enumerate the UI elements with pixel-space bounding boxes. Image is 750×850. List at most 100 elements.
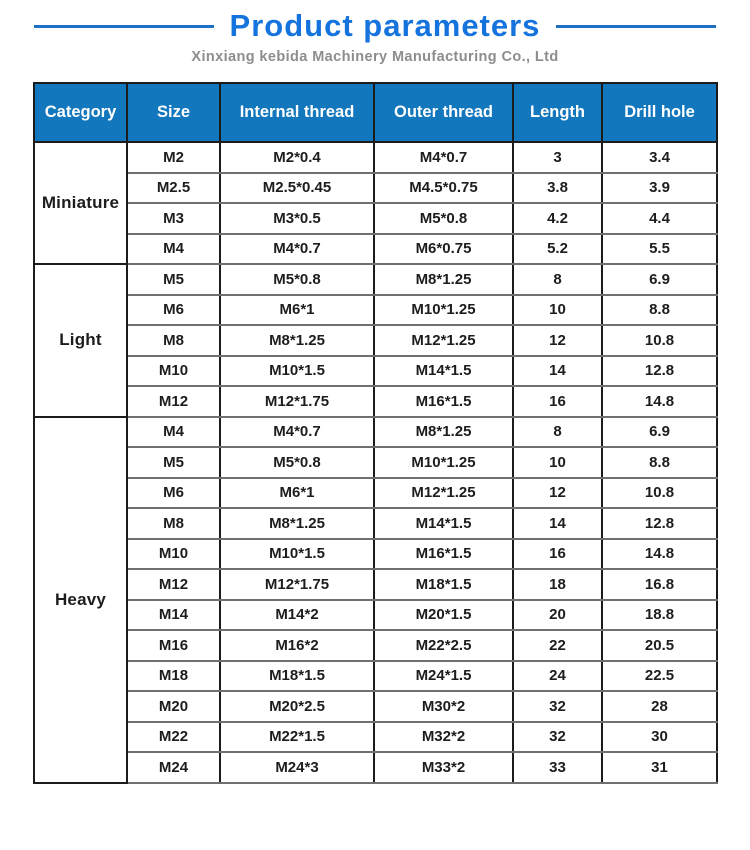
cell-internal-thread: M18*1.5	[219, 659, 375, 692]
cell-outer-thread: M30*2	[373, 690, 514, 723]
table-row-heavy-m12: M12 M12*1.75 M18*1.5 18 16.8	[34, 568, 718, 601]
cell-internal-thread: M12*1.75	[219, 385, 375, 418]
category-cell-miniature: Miniature	[33, 141, 128, 265]
cell-drill-hole: 3.4	[601, 141, 718, 174]
cell-length: 14	[512, 354, 603, 387]
cell-size: M6	[126, 476, 221, 509]
cell-outer-thread: M24*1.5	[373, 659, 514, 692]
table-row-heavy-m22: M22 M22*1.5 M32*2 32 30	[34, 720, 718, 753]
cell-size: M2	[126, 141, 221, 174]
table-row-miniature-m4: M4 M4*0.7 M6*0.75 5.2 5.5	[34, 232, 718, 265]
cell-drill-hole: 8.8	[601, 446, 718, 479]
table-row-heavy-m6: M6 M6*1 M12*1.25 12 10.8	[34, 476, 718, 509]
table-row-light-m8: M8 M8*1.25 M12*1.25 12 10.8	[34, 324, 718, 357]
cell-drill-hole: 30	[601, 720, 718, 753]
cell-internal-thread: M3*0.5	[219, 202, 375, 235]
table-row-heavy-m4: Heavy M4 M4*0.7 M8*1.25 8 6.9	[33, 415, 718, 784]
cell-outer-thread: M8*1.25	[373, 415, 514, 448]
cell-length: 3.8	[512, 171, 603, 204]
table-row-heavy-m24: M24 M24*3 M33*2 33 31	[34, 751, 718, 784]
cell-outer-thread: M18*1.5	[373, 568, 514, 601]
cell-internal-thread: M6*1	[219, 476, 375, 509]
column-header-outer-thread: Outer thread	[373, 82, 514, 143]
column-header-size: Size	[126, 82, 221, 143]
cell-length: 33	[512, 751, 603, 784]
cell-drill-hole: 14.8	[601, 385, 718, 418]
cell-size: M4	[126, 415, 221, 448]
cell-outer-thread: M20*1.5	[373, 598, 514, 631]
column-header-drill-hole: Drill hole	[601, 82, 718, 143]
cell-outer-thread: M12*1.25	[373, 324, 514, 357]
cell-internal-thread: M20*2.5	[219, 690, 375, 723]
cell-drill-hole: 20.5	[601, 629, 718, 662]
cell-drill-hole: 3.9	[601, 171, 718, 204]
cell-size: M24	[126, 751, 221, 784]
cell-length: 20	[512, 598, 603, 631]
cell-length: 16	[512, 385, 603, 418]
cell-length: 8	[512, 263, 603, 296]
cell-length: 10	[512, 293, 603, 326]
cell-internal-thread: M5*0.8	[219, 446, 375, 479]
column-header-category: Category	[33, 82, 128, 143]
cell-outer-thread: M5*0.8	[373, 202, 514, 235]
cell-size: M8	[126, 507, 221, 540]
table-row-miniature-m2-5: M2.5 M2.5*0.45 M4.5*0.75 3.8 3.9	[34, 171, 718, 204]
table-row-heavy-m14: M14 M14*2 M20*1.5 20 18.8	[34, 598, 718, 631]
cell-internal-thread: M14*2	[219, 598, 375, 631]
cell-drill-hole: 8.8	[601, 293, 718, 326]
cell-drill-hole: 6.9	[601, 415, 718, 448]
product-parameters-table: Category Size Internal thread Outer thread L…	[33, 82, 718, 784]
cell-length: 24	[512, 659, 603, 692]
cell-size: M2.5	[126, 171, 221, 204]
cell-size: M14	[126, 598, 221, 631]
table-row-light-m5: Light M5 M5*0.8 M8*1.25 8 6.9	[33, 263, 718, 418]
cell-size: M10	[126, 354, 221, 387]
cell-drill-hole: 5.5	[601, 232, 718, 265]
cell-internal-thread: M24*3	[219, 751, 375, 784]
cell-outer-thread: M22*2.5	[373, 629, 514, 662]
cell-size: M6	[126, 293, 221, 326]
table-row-heavy-m8: M8 M8*1.25 M14*1.5 14 12.8	[34, 507, 718, 540]
cell-internal-thread: M6*1	[219, 293, 375, 326]
cell-internal-thread: M2.5*0.45	[219, 171, 375, 204]
column-header-length: Length	[512, 82, 603, 143]
cell-drill-hole: 12.8	[601, 507, 718, 540]
cell-drill-hole: 10.8	[601, 476, 718, 509]
cell-length: 8	[512, 415, 603, 448]
cell-internal-thread: M22*1.5	[219, 720, 375, 753]
cell-outer-thread: M33*2	[373, 751, 514, 784]
cell-length: 16	[512, 537, 603, 570]
table-row-heavy-m18: M18 M18*1.5 M24*1.5 24 22.5	[34, 659, 718, 692]
cell-length: 5.2	[512, 232, 603, 265]
table-row-miniature-m2: Miniature M2 M2*0.4 M4*0.7 3 3.4	[33, 141, 718, 265]
cell-outer-thread: M14*1.5	[373, 507, 514, 540]
table-row-light-m10: M10 M10*1.5 M14*1.5 14 12.8	[34, 354, 718, 387]
cell-size: M18	[126, 659, 221, 692]
table-row-heavy-m16: M16 M16*2 M22*2.5 22 20.5	[34, 629, 718, 662]
cell-internal-thread: M8*1.25	[219, 324, 375, 357]
table-header-row: Category Size Internal thread Outer thread L…	[33, 82, 718, 143]
cell-length: 12	[512, 324, 603, 357]
cell-length: 32	[512, 720, 603, 753]
cell-length: 3	[512, 141, 603, 174]
cell-internal-thread: M16*2	[219, 629, 375, 662]
title-decor-line-right	[556, 24, 717, 28]
cell-size: M12	[126, 568, 221, 601]
cell-drill-hole: 4.4	[601, 202, 718, 235]
cell-length: 32	[512, 690, 603, 723]
cell-internal-thread: M10*1.5	[219, 537, 375, 570]
cell-outer-thread: M10*1.25	[373, 446, 514, 479]
cell-internal-thread: M12*1.75	[219, 568, 375, 601]
table-head: Category Size Internal thread Outer thread L…	[33, 82, 718, 143]
table-row-heavy-m20: M20 M20*2.5 M30*2 32 28	[34, 690, 718, 723]
cell-outer-thread: M16*1.5	[373, 537, 514, 570]
table-row-heavy-m5: M5 M5*0.8 M10*1.25 10 8.8	[34, 446, 718, 479]
table-row-heavy-m10: M10 M10*1.5 M16*1.5 16 14.8	[34, 537, 718, 570]
cell-outer-thread: M14*1.5	[373, 354, 514, 387]
cell-drill-hole: 16.8	[601, 568, 718, 601]
cell-size: M4	[126, 232, 221, 265]
cell-size: M20	[126, 690, 221, 723]
page-title: Product parameters	[229, 8, 541, 43]
table-row-light-m6: M6 M6*1 M10*1.25 10 8.8	[34, 293, 718, 326]
column-header-internal-thread: Internal thread	[219, 82, 375, 143]
